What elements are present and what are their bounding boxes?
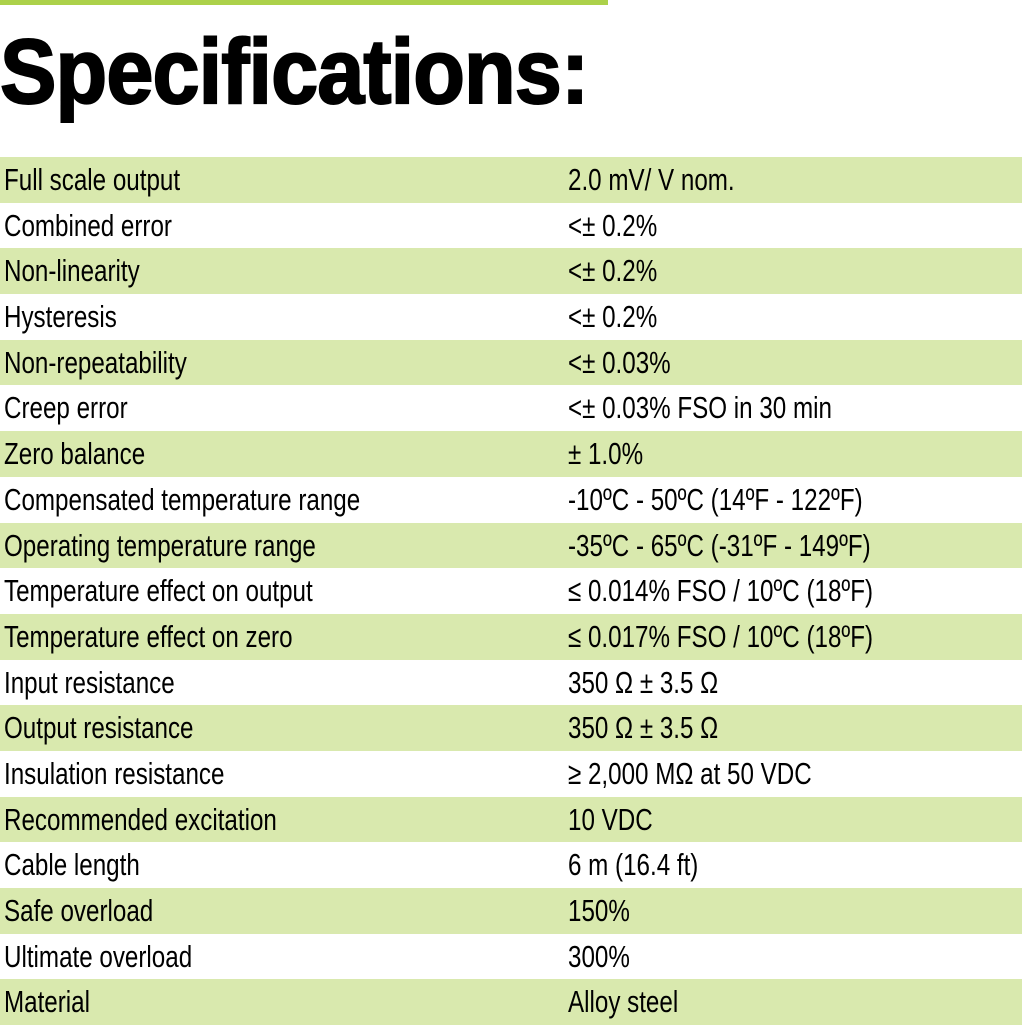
- spec-row: Recommended excitation 10 VDC: [0, 796, 1022, 843]
- spec-label: Creep error: [4, 390, 128, 426]
- spec-label: Compensated temperature range: [4, 481, 361, 517]
- spec-row: Temperature effect on output ≤ 0.014% FSO…: [0, 568, 1022, 614]
- spec-label: Non-linearity: [4, 253, 140, 289]
- spec-value: 300%: [568, 938, 630, 974]
- spec-label: Operating temperature range: [4, 527, 316, 563]
- spec-row: Compensated temperature range -10ºC - 50º…: [0, 477, 1022, 523]
- spec-label: Ultimate overload: [4, 938, 193, 974]
- spec-label: Material: [4, 984, 91, 1020]
- spec-value: 6 m (16.4 ft): [568, 847, 699, 883]
- spec-row: Non-linearity <± 0.2%: [0, 248, 1022, 295]
- spec-label: Insulation resistance: [4, 755, 225, 791]
- spec-row: Combined error <± 0.2%: [0, 203, 1022, 249]
- spec-label: Zero balance: [4, 436, 146, 472]
- spec-row: Output resistance 350 Ω ± 3.5 Ω: [0, 705, 1022, 751]
- spec-value: <± 0.03% FSO in 30 min: [568, 390, 832, 426]
- spec-row: Safe overload 150%: [0, 888, 1022, 934]
- spec-row: Ultimate overload 300%: [0, 934, 1022, 980]
- spec-row: Insulation resistance ≥ 2,000 MΩ at 50 VD…: [0, 751, 1022, 797]
- spec-table: Full scale output 2.0 mV/ V nom. Combined …: [0, 157, 1022, 1025]
- spec-label: Temperature effect on zero: [4, 618, 293, 654]
- spec-value: 350 Ω ± 3.5 Ω: [568, 710, 719, 746]
- spec-value: ≤ 0.017% FSO / 10ºC (18ºF): [568, 618, 874, 654]
- spec-row: Cable length 6 m (16.4 ft): [0, 842, 1022, 888]
- spec-label: Recommended excitation: [4, 801, 277, 837]
- spec-row: Full scale output 2.0 mV/ V nom.: [0, 157, 1022, 203]
- spec-value: <± 0.2%: [568, 299, 658, 335]
- spec-label: Full scale output: [4, 162, 181, 197]
- spec-value: ± 1.0%: [568, 436, 644, 472]
- spec-label: Combined error: [4, 207, 172, 243]
- spec-row: Input resistance 350 Ω ± 3.5 Ω: [0, 660, 1022, 706]
- spec-value: 150%: [568, 893, 630, 928]
- page-title: Specifications:: [0, 21, 590, 123]
- spec-value: ≤ 0.014% FSO / 10ºC (18ºF): [568, 573, 874, 609]
- spec-label: Temperature effect on output: [4, 573, 313, 609]
- spec-row: Operating temperature range -35ºC - 65ºC …: [0, 522, 1022, 569]
- spec-value: <± 0.03%: [568, 344, 671, 380]
- spec-value: -10ºC - 50ºC (14ºF - 122ºF): [568, 481, 863, 517]
- spec-row: Material Alloy steel: [0, 979, 1022, 1025]
- spec-label: Safe overload: [4, 893, 154, 928]
- spec-row: Hysteresis <± 0.2%: [0, 294, 1022, 340]
- accent-bar: [0, 0, 608, 5]
- spec-value: <± 0.2%: [568, 207, 658, 243]
- spec-row: Non-repeatability <± 0.03%: [0, 339, 1022, 386]
- spec-label: Output resistance: [4, 710, 194, 746]
- spec-value: <± 0.2%: [568, 253, 658, 289]
- spec-label: Non-repeatability: [4, 344, 187, 380]
- spec-row: Zero balance ± 1.0%: [0, 431, 1022, 477]
- spec-row: Temperature effect on zero ≤ 0.017% FSO /…: [0, 613, 1022, 660]
- spec-value: ≥ 2,000 MΩ at 50 VDC: [568, 755, 812, 791]
- spec-label: Hysteresis: [4, 299, 117, 335]
- spec-label: Cable length: [4, 847, 140, 883]
- spec-value: 10 VDC: [568, 801, 653, 837]
- spec-row: Creep error <± 0.03% FSO in 30 min: [0, 385, 1022, 431]
- spec-label: Input resistance: [4, 664, 175, 700]
- spec-value: 2.0 mV/ V nom.: [568, 162, 735, 197]
- spec-value: Alloy steel: [568, 984, 679, 1020]
- spec-value: 350 Ω ± 3.5 Ω: [568, 664, 719, 700]
- spec-value: -35ºC - 65ºC (-31ºF - 149ºF): [568, 527, 871, 563]
